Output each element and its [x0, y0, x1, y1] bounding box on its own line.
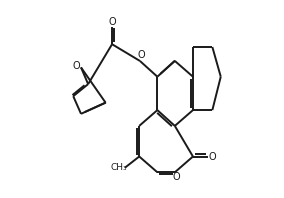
- Text: O: O: [173, 172, 180, 182]
- Text: O: O: [138, 50, 145, 60]
- Text: O: O: [209, 151, 216, 162]
- Text: O: O: [108, 17, 116, 27]
- Text: O: O: [73, 61, 80, 71]
- Text: CH₃: CH₃: [110, 163, 127, 172]
